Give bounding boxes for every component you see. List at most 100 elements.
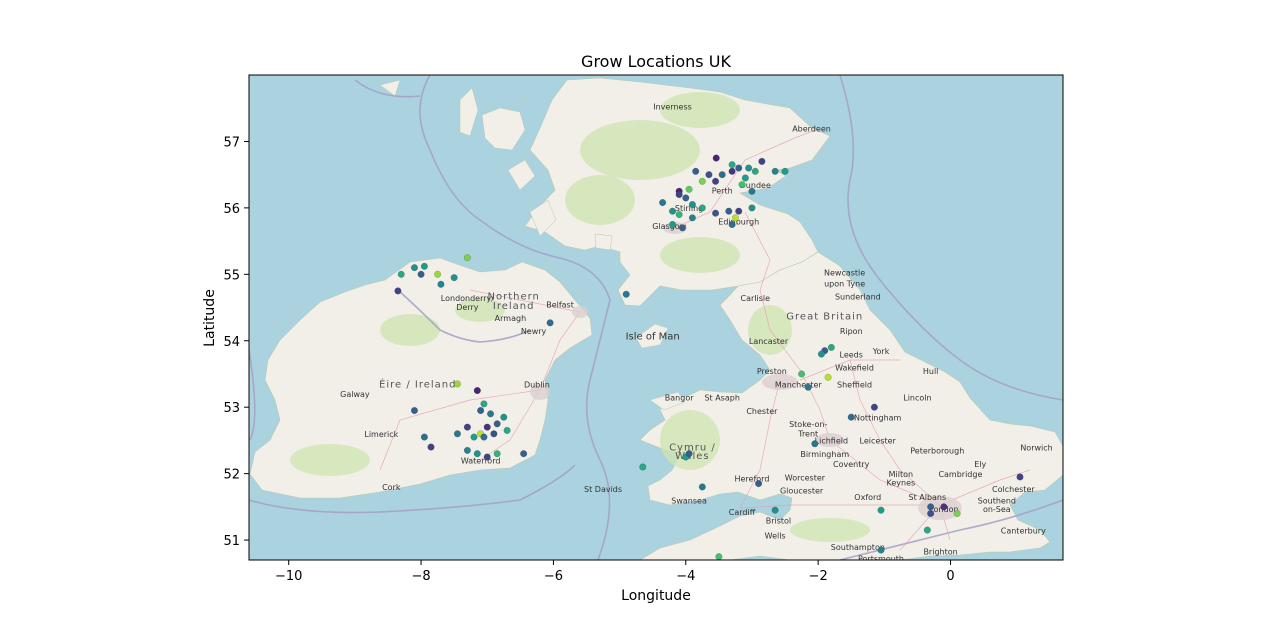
data-point xyxy=(877,506,885,514)
data-point xyxy=(397,270,405,278)
data-point xyxy=(923,526,931,534)
data-point xyxy=(771,506,779,514)
map-city-label: Sunderland xyxy=(835,293,881,302)
map-city-label: Newcastle xyxy=(824,269,865,278)
data-point xyxy=(712,209,720,217)
data-point xyxy=(410,406,418,415)
data-point xyxy=(483,423,491,431)
data-point xyxy=(685,185,693,193)
map-city-label: on-Sea xyxy=(983,505,1011,514)
y-tick-label: 54 xyxy=(223,335,240,350)
landmass-ireland xyxy=(249,257,593,499)
map-city-label: Southend xyxy=(978,497,1016,506)
data-point xyxy=(824,373,832,381)
data-point xyxy=(622,290,630,298)
data-point xyxy=(738,181,746,189)
map-city-label: Bristol xyxy=(766,516,791,525)
basemap-labels: Inverness Aberdeen Perth Dundee Stirling Edin… xyxy=(340,103,1053,560)
map-city-label: Glasgow xyxy=(652,222,686,231)
data-point xyxy=(487,410,495,418)
data-point xyxy=(741,174,749,182)
map-region-label: Éire / Ireland xyxy=(379,377,456,390)
map-city-label: Leicester xyxy=(860,437,897,446)
data-point xyxy=(473,387,481,395)
map-city-label: Gloucester xyxy=(780,487,824,496)
map-city-label: Swansea xyxy=(671,497,707,506)
map-city-label: Chester xyxy=(746,407,778,416)
data-point xyxy=(712,154,720,162)
data-point xyxy=(811,440,819,448)
y-axis: 51 52 53 54 55 56 57 xyxy=(223,135,249,549)
map-city-label: Leeds xyxy=(840,350,863,359)
data-point xyxy=(490,430,498,438)
maritime-boundaries xyxy=(249,75,1063,560)
map-city-label: Manchester xyxy=(775,380,822,389)
data-point xyxy=(705,171,713,179)
data-point xyxy=(685,450,693,458)
map-region-label: Ireland xyxy=(493,301,535,312)
data-point xyxy=(927,509,935,518)
data-point xyxy=(639,463,647,471)
data-point xyxy=(940,503,948,511)
map-city-label: Lancaster xyxy=(749,337,789,346)
data-point xyxy=(417,270,425,278)
data-point xyxy=(437,280,445,288)
x-tick-label: −4 xyxy=(676,569,695,584)
map-city-label: Dundee xyxy=(740,181,771,190)
data-point xyxy=(728,161,736,169)
y-tick-label: 52 xyxy=(223,468,240,483)
roads xyxy=(379,129,1031,551)
map-city-label: Wells xyxy=(765,532,786,541)
map-city-label: York xyxy=(872,347,890,356)
data-point xyxy=(546,319,554,327)
map-city-label: Colchester xyxy=(992,485,1035,494)
x-tick-label: −2 xyxy=(809,569,828,584)
data-point xyxy=(688,214,696,222)
data-point xyxy=(847,413,855,421)
map-region-label: Northern xyxy=(488,292,540,303)
map-city-label: Norwich xyxy=(1020,443,1052,452)
basemap: Inverness Aberdeen Perth Dundee Stirling Edin… xyxy=(249,75,1063,560)
map-city-label: Edinburgh xyxy=(718,217,759,226)
chart-title: Grow Locations UK xyxy=(581,52,731,71)
data-point xyxy=(450,274,458,282)
data-point xyxy=(434,270,442,278)
data-point xyxy=(718,171,726,179)
map-city-label: St Asaph xyxy=(704,394,739,403)
map-city-label: Cambridge xyxy=(938,470,982,479)
data-point xyxy=(470,433,478,441)
data-point xyxy=(745,164,753,172)
data-point xyxy=(712,177,720,185)
map-city-label: Ely xyxy=(974,460,986,469)
data-point xyxy=(735,164,743,172)
x-axis-label: Longitude xyxy=(621,588,691,604)
map-city-label: Stirling xyxy=(675,204,703,213)
green-areas xyxy=(290,92,870,542)
data-point xyxy=(420,433,428,441)
data-point xyxy=(503,426,511,434)
map-city-label: upon Tyne xyxy=(824,279,865,288)
data-point xyxy=(781,167,789,175)
data-point xyxy=(870,403,878,411)
data-point xyxy=(493,420,501,428)
map-city-label: Stoke-on- xyxy=(789,420,827,429)
map-city-label: Limerick xyxy=(364,430,398,439)
y-tick-label: 55 xyxy=(223,268,240,283)
map-city-label: Keynes xyxy=(887,479,916,488)
map-city-label: Waterford xyxy=(461,457,501,466)
data-point xyxy=(453,430,462,438)
map-city-label: Armagh xyxy=(495,314,526,323)
map-city-label: Sheffield xyxy=(837,380,872,389)
map-city-label: Londonderry/ xyxy=(441,294,494,303)
data-point xyxy=(453,380,462,388)
data-point xyxy=(817,350,825,358)
map-city-label: Newry xyxy=(521,327,547,336)
data-point xyxy=(493,450,501,458)
data-point xyxy=(463,423,471,431)
data-point xyxy=(748,187,756,195)
map-city-label: Coventry xyxy=(833,460,870,469)
map-region-label: Wales xyxy=(675,451,710,462)
data-point xyxy=(688,201,696,209)
data-point xyxy=(520,450,528,458)
